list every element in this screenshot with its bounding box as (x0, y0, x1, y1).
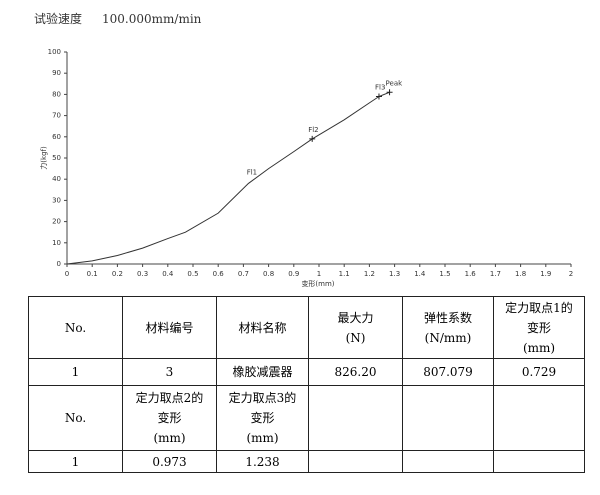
table-cell (308, 450, 403, 473)
x-tick-label: 1.1 (339, 270, 350, 278)
result-table: No. 材料编号 材料名称 最大力 (N) 弹性系数 (N/mm) 定力取点1的 变形 (… (28, 296, 585, 473)
x-tick-label: 1.3 (389, 270, 400, 278)
table-cell: 定力取点3的 变形 (mm) (216, 385, 309, 451)
x-axis-label: 变形(mm) (301, 279, 334, 288)
x-tick-label: 0.5 (187, 270, 198, 278)
table-cell (402, 385, 494, 451)
table-cell (493, 450, 585, 473)
x-tick-label: 0.4 (162, 270, 174, 278)
y-tick-label: 70 (52, 112, 61, 120)
table-cell: 定力取点1的 变形 (mm) (493, 296, 585, 359)
x-tick-label: 1 (317, 270, 321, 278)
point-label: Fl1 (247, 168, 257, 176)
x-tick-label: 0.1 (87, 270, 98, 278)
x-tick-label: 1.5 (439, 270, 450, 278)
table-cell: 1.238 (216, 450, 309, 473)
point-marker (309, 135, 316, 142)
x-tick-label: 1.8 (515, 270, 526, 278)
y-tick-label: 20 (52, 218, 61, 226)
table-cell (493, 385, 585, 451)
table-row: 1 3 橡胶减震器 826.20 807.079 0.729 (28, 358, 585, 386)
x-tick-label: 0.9 (288, 270, 299, 278)
table-cell: 材料名称 (216, 296, 309, 359)
x-tick-label: 0.3 (137, 270, 148, 278)
x-tick-label: 1.7 (490, 270, 501, 278)
point-label: Fl2 (308, 126, 318, 134)
x-tick-label: 0.8 (263, 270, 274, 278)
table-cell: 807.079 (402, 358, 494, 386)
y-axis-label: 力(kgf) (39, 146, 48, 170)
table-cell: 最大力 (N) (308, 296, 403, 359)
y-tick-label: 60 (52, 133, 61, 141)
table-cell (402, 450, 494, 473)
x-tick-label: 0.6 (213, 270, 225, 278)
y-tick-label: 100 (48, 48, 61, 56)
table-cell: No. (28, 385, 123, 451)
speed-value: 100.000mm/min (102, 12, 202, 26)
table-cell: 定力取点2的 变形 (mm) (122, 385, 217, 451)
point-label: Fl3 (375, 84, 385, 92)
y-tick-label: 0 (57, 260, 61, 268)
point-marker (386, 89, 393, 96)
header: 试验速度 100.000mm/min (34, 10, 221, 27)
table-row: 1 0.973 1.238 (28, 450, 585, 473)
y-tick-label: 80 (52, 90, 61, 98)
y-tick-label: 30 (52, 196, 61, 204)
table-cell: 弹性系数 (N/mm) (402, 296, 494, 359)
table-cell: 材料编号 (122, 296, 217, 359)
y-tick-label: 50 (52, 154, 61, 162)
speed-label: 试验速度 (34, 12, 83, 26)
table-cell: 橡胶减震器 (216, 358, 309, 386)
x-tick-label: 1.9 (540, 270, 551, 278)
x-tick-label: 2 (569, 270, 573, 278)
y-tick-label: 10 (52, 239, 61, 247)
table-cell: 1 (28, 450, 123, 473)
x-tick-label: 1.2 (364, 270, 375, 278)
table-cell: No. (28, 296, 123, 359)
x-tick-label: 1.6 (465, 270, 477, 278)
y-tick-label: 40 (52, 175, 61, 183)
table-cell: 1 (28, 358, 123, 386)
table-cell (308, 385, 403, 451)
x-tick-label: 0.2 (112, 270, 123, 278)
y-tick-label: 90 (52, 69, 61, 77)
table-cell: 3 (122, 358, 217, 386)
curve (66, 91, 390, 265)
x-tick-label: 0.7 (238, 270, 249, 278)
table-cell: 0.973 (122, 450, 217, 473)
x-tick-label: 0 (65, 270, 69, 278)
table-row: No. 材料编号 材料名称 最大力 (N) 弹性系数 (N/mm) 定力取点1的 变形 (… (28, 296, 585, 359)
point-label: Peak (386, 79, 404, 87)
table-row: No. 定力取点2的 变形 (mm) 定力取点3的 变形 (mm) (28, 385, 585, 451)
table-cell: 0.729 (493, 358, 585, 386)
chart: 变形(mm) 力(kgf) 0 10 20 30 40 50 60 70 80 90 100 0 0.1… (39, 48, 573, 288)
x-tick-label: 1.4 (414, 270, 426, 278)
table-cell: 826.20 (308, 358, 403, 386)
point-marker (375, 93, 382, 100)
